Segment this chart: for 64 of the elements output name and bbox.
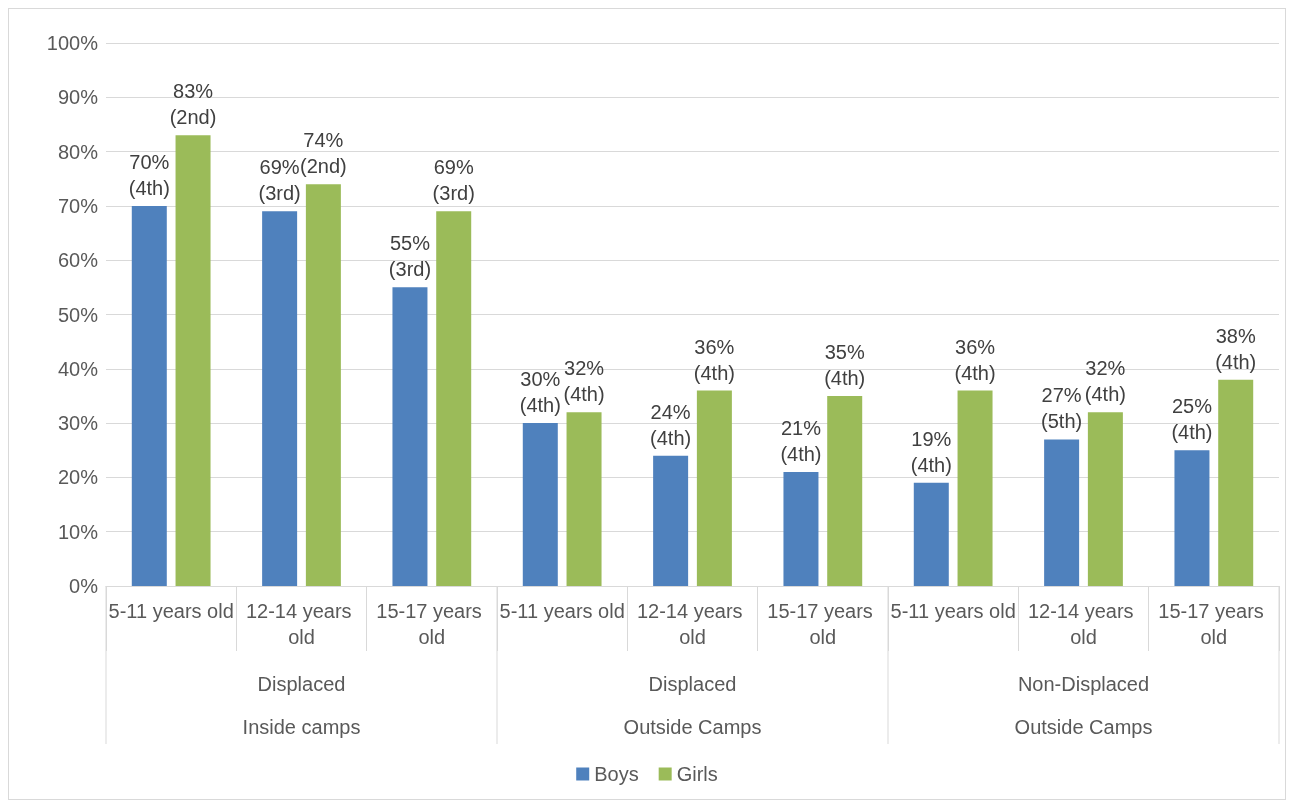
bar	[696, 390, 732, 586]
data-label: 69% (3rd)	[258, 156, 301, 205]
y-tick-label: 30%	[57, 412, 99, 435]
text: Displaced	[257, 673, 346, 695]
bar	[305, 184, 341, 586]
data-label: 55% (3rd)	[388, 232, 432, 281]
bar	[1087, 412, 1123, 586]
data-label: 30% (4th)	[519, 368, 561, 417]
data-label: 69% (3rd)	[432, 156, 475, 205]
bar	[913, 482, 949, 586]
data-label: 74% (2nd)	[300, 129, 347, 178]
data-label: 19% (4th)	[910, 427, 952, 476]
data-label: 27% (5th)	[1041, 384, 1083, 433]
y-tick-label: 70%	[57, 194, 99, 217]
y-tick-label: 0%	[69, 575, 99, 597]
bar	[783, 471, 819, 586]
x-tick-label: 12-14 years old	[1027, 600, 1140, 648]
y-tick-label: 20%	[57, 466, 99, 489]
bar	[262, 211, 298, 586]
x-tick-label: 5-11 years old	[890, 600, 1016, 622]
x-tick-label: 12-14 years old	[245, 600, 358, 648]
bar	[436, 211, 472, 586]
text: Outside Camps	[1014, 716, 1153, 738]
x-tick-label: 5-11 years old	[108, 600, 234, 622]
text: Non-Displaced	[1017, 673, 1150, 695]
data-label: 21% (4th)	[780, 416, 822, 465]
data-label: 70% (4th)	[128, 150, 170, 199]
bar	[131, 205, 167, 586]
data-label: 83% (2nd)	[169, 80, 217, 129]
data-label: 36% (4th)	[954, 335, 996, 384]
bar	[1218, 379, 1254, 586]
legend-label: Girls	[676, 763, 718, 785]
y-tick-label: 10%	[57, 520, 99, 543]
data-label: 35% (4th)	[824, 340, 866, 389]
x-tick-label: 12-14 years old	[636, 600, 749, 648]
y-tick-label: 80%	[57, 140, 99, 163]
bar	[566, 412, 602, 586]
data-label: 32% (4th)	[1084, 357, 1126, 406]
y-tick-label: 60%	[57, 249, 99, 272]
data-label: 24% (4th)	[650, 400, 692, 449]
text: Displaced	[648, 673, 737, 695]
x-tick-label: 15-17 years old	[376, 600, 488, 648]
y-tick-label: 50%	[57, 303, 99, 326]
data-label: 38% (4th)	[1215, 324, 1257, 373]
data-label: 32% (4th)	[563, 357, 605, 406]
bar	[1044, 439, 1080, 586]
bar	[957, 390, 993, 586]
text: Inside camps	[242, 716, 361, 738]
data-label: 25% (4th)	[1171, 395, 1213, 444]
x-tick-label: 15-17 years old	[1158, 600, 1270, 648]
legend-label: Boys	[594, 763, 639, 785]
bar	[1174, 450, 1210, 586]
bar	[522, 423, 558, 586]
x-tick-label: 5-11 years old	[499, 600, 625, 622]
y-tick-label: 90%	[57, 86, 99, 109]
y-tick-label: 100%	[46, 32, 99, 54]
data-label: 36% (4th)	[693, 335, 735, 384]
bar	[392, 287, 428, 586]
bar	[175, 135, 211, 586]
y-tick-label: 40%	[57, 357, 99, 380]
x-tick-label: 15-17 years old	[767, 600, 879, 648]
bar	[653, 455, 689, 586]
bar	[827, 395, 863, 586]
text: Outside Camps	[623, 716, 762, 738]
